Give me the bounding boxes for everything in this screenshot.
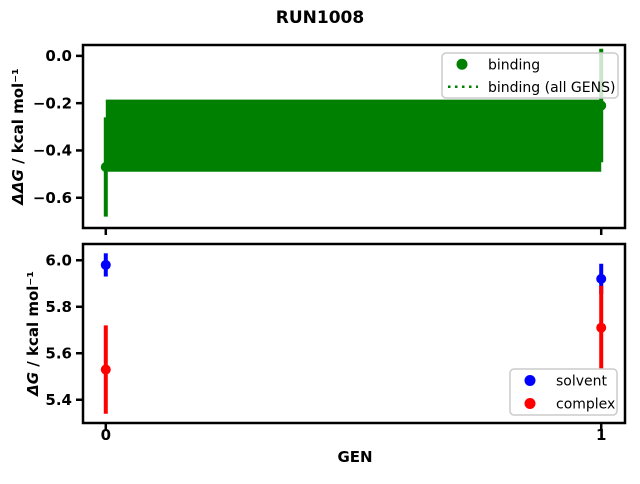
axes-spines [81,43,627,230]
binding-point-gen0 [100,162,111,172]
binding-all-gens-band [105,99,602,172]
y-tick-label: 0.0 [45,47,72,65]
subplot-dg: 6.0 5.8 5.6 5.4 0 1 solvent complex [45,242,627,444]
y-tick-label: 6.0 [45,251,72,269]
solvent-point-gen1 [596,273,607,284]
complex-legend-label: complex [556,397,615,413]
complex-point-gen0 [100,364,111,375]
subplot-ddg: 0.0 −0.2 −0.4 −0.6 binding binding (all GENS) [33,43,627,235]
complex-point-gen1 [596,322,607,333]
dg-y-axis-label: ΔG / kcal mol⁻¹ [24,271,42,397]
solvent-point-gen0 [100,259,111,270]
dg-y-axis-label-math: ΔG [24,372,42,397]
x-tick-label: 0 [101,426,111,444]
ddg-y-axis-label-math: ΔΔG [9,169,27,206]
solvent-legend-label: solvent [556,374,608,390]
y-tick-label: −0.2 [33,94,72,112]
ddg-y-axis-label: ΔΔG / kcal mol⁻¹ [9,68,27,205]
legend-box [509,368,618,416]
y-tick-label: 5.8 [45,298,72,316]
y-tick-label: −0.6 [33,189,72,207]
complex-legend-marker [524,398,536,409]
legend-box [441,52,619,99]
axes-spines [81,242,627,425]
y-tick-label: 5.6 [45,344,72,362]
ddg-y-axis-label-unit: / kcal mol⁻¹ [9,68,27,169]
binding-legend-marker [456,58,468,70]
figure-title: RUN1008 [276,8,364,28]
binding-legend-label: binding [488,57,540,73]
solvent-legend-marker [524,375,536,386]
y-tick-label: −0.4 [33,142,72,160]
x-axis-label: GEN [337,448,372,466]
binding-all-gens-legend-label: binding (all GENS) [488,80,615,96]
x-tick-label: 1 [596,426,606,444]
binding-point-gen1 [596,100,607,111]
y-tick-label: 5.4 [45,391,72,409]
dg-y-axis-label-unit: / kcal mol⁻¹ [24,271,42,372]
